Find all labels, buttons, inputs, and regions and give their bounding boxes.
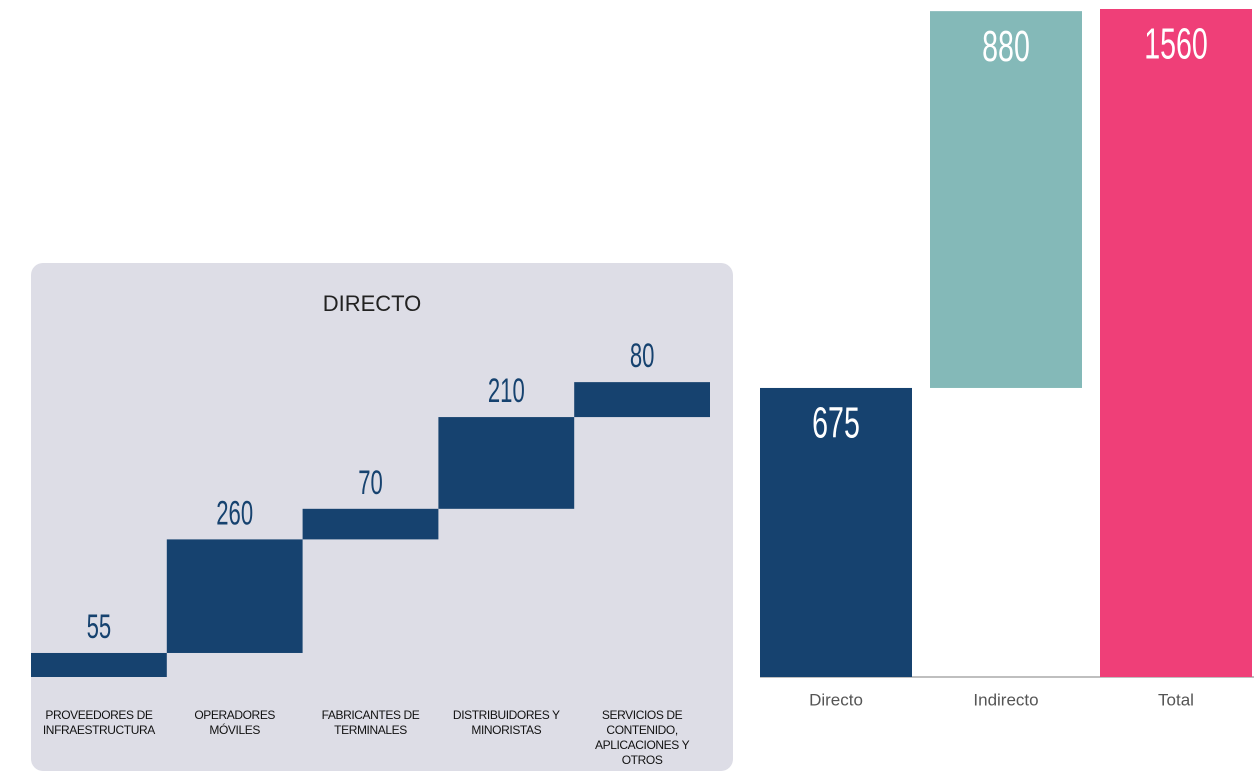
x-tick-label: DISTRIBUIDORES Y MINORISTAS [452,708,560,737]
value-label: 1560 [1144,18,1208,68]
bar [31,652,167,677]
bar [438,417,575,509]
bar [760,387,912,677]
x-tick-label: OPERADORES MÓVILES [194,708,276,737]
value-label: 70 [358,464,383,502]
bar [166,539,303,653]
bar [930,11,1082,388]
value-label: 260 [216,495,253,533]
bar [574,382,710,418]
x-tick-label: Total [1158,690,1194,709]
bar [1100,9,1252,677]
x-tick-label: Indirecto [973,690,1038,709]
value-label: 675 [812,397,860,447]
value-label: 880 [982,20,1030,70]
x-tick-label: FABRICANTES DE TERMINALES [321,708,420,737]
x-tick-label: Directo [809,690,863,709]
x-tick-label: SERVICIOS DE CONTENIDO, APLICACIONES Y O… [594,708,690,767]
value-label: 55 [87,608,112,646]
panel-title: DIRECTO [323,291,422,316]
bar [302,508,439,540]
x-tick-label: PROVEEDORES DE INFRAESTRUCTURA [42,708,155,737]
value-label: 210 [488,372,525,410]
value-label: 80 [630,337,655,375]
